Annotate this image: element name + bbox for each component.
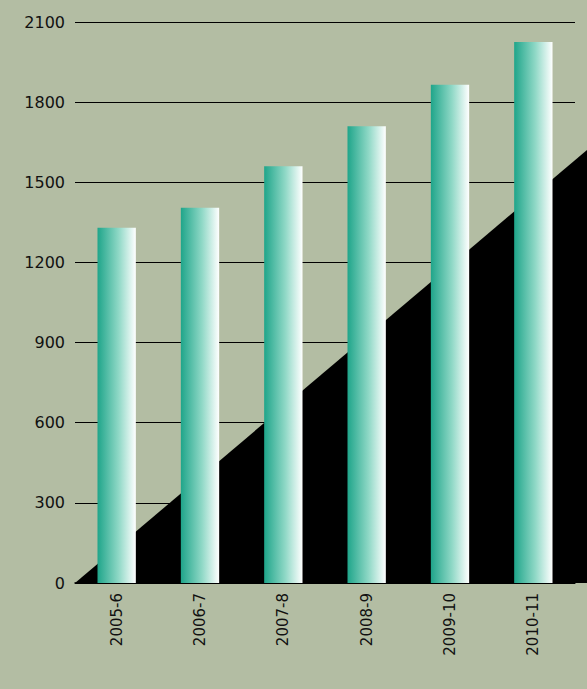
svg-text:2009-10: 2009-10: [441, 593, 459, 656]
svg-text:300: 300: [34, 493, 65, 512]
svg-text:2010-11: 2010-11: [524, 593, 542, 656]
svg-text:2100: 2100: [24, 13, 65, 32]
svg-text:2007-8: 2007-8: [274, 593, 292, 646]
svg-text:1200: 1200: [24, 253, 65, 272]
svg-text:0: 0: [55, 574, 65, 593]
svg-text:600: 600: [34, 413, 65, 432]
svg-text:1800: 1800: [24, 93, 65, 112]
svg-text:2008-9: 2008-9: [358, 593, 376, 646]
svg-text:2006-7: 2006-7: [191, 593, 209, 646]
svg-text:1500: 1500: [24, 173, 65, 192]
svg-text:2005-6: 2005-6: [108, 593, 126, 646]
svg-text:900: 900: [34, 333, 65, 352]
